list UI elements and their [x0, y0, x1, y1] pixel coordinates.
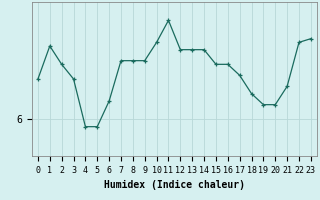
- X-axis label: Humidex (Indice chaleur): Humidex (Indice chaleur): [104, 180, 245, 190]
